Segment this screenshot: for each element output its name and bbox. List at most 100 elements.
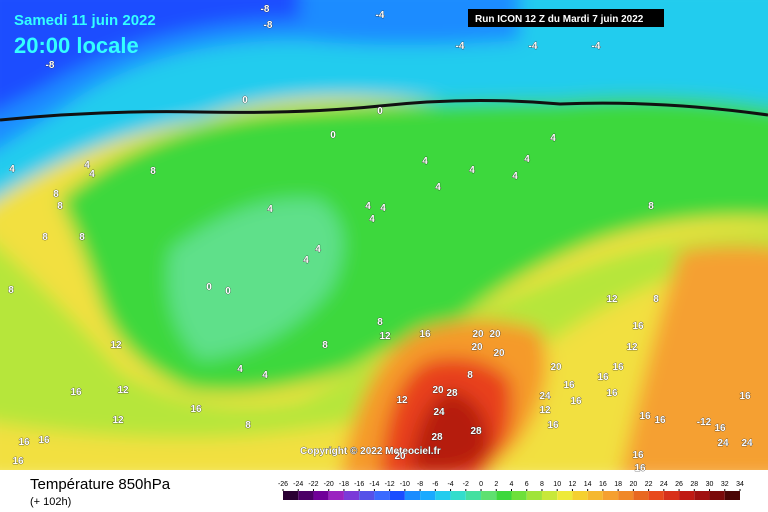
contour-label: 8 [322, 340, 328, 351]
scale-cell [541, 491, 558, 500]
scale-tick-label: 20 [629, 481, 637, 488]
scale-tick-label: -6 [432, 481, 438, 488]
scale-cell [602, 491, 619, 500]
contour-label: 16 [632, 450, 644, 461]
contour-label: 8 [648, 201, 654, 212]
contour-label: 16 [606, 388, 618, 399]
scale-tick-label: -26 [278, 481, 288, 488]
contour-label: 12 [396, 395, 408, 406]
scale-cell [526, 491, 542, 500]
contour-label: 16 [547, 420, 559, 431]
temperature-field [0, 0, 768, 482]
contour-label: 16 [419, 329, 431, 340]
scale-cell [633, 491, 649, 500]
scale-tick-label: -4 [447, 481, 453, 488]
scale-cell [572, 491, 588, 500]
contour-label: 8 [53, 189, 59, 200]
scale-tick-label: -10 [400, 481, 410, 488]
scale-tick-label: -24 [293, 481, 303, 488]
scale-tick-label: 32 [721, 481, 729, 488]
scale-cell [359, 491, 375, 500]
contour-label: 4 [365, 201, 371, 212]
scale-tick-label: 14 [584, 481, 592, 488]
contour-label: 4 [550, 133, 556, 144]
scale-cell [343, 491, 360, 500]
contour-label: 12 [606, 294, 618, 305]
scale-tick-label: 10 [553, 481, 561, 488]
scale-cell [663, 491, 680, 500]
contour-label: 12 [112, 415, 124, 426]
contour-label: 16 [714, 423, 726, 434]
contour-label: 20 [472, 329, 484, 340]
scale-tick-label: 22 [645, 481, 653, 488]
contour-label: 20 [432, 385, 444, 396]
contour-label: 16 [12, 456, 24, 467]
contour-label: 12 [117, 385, 129, 396]
contour-label: 8 [57, 201, 63, 212]
legend-lead: (+ 102h) [30, 496, 71, 508]
scale-cell [648, 491, 664, 500]
zero-contour [0, 98, 768, 122]
run-box [468, 9, 664, 27]
contour-label: -4 [376, 10, 385, 21]
contour-label: -8 [264, 20, 273, 31]
contour-label: 8 [150, 166, 156, 177]
contour-label: -8 [46, 60, 55, 71]
contour-label: 0 [377, 106, 383, 117]
scale-tick-label: 34 [736, 481, 744, 488]
scale-cell [557, 491, 573, 500]
contour-label: 16 [190, 404, 202, 415]
contour-label: 8 [8, 285, 14, 296]
contour-label: 12 [110, 340, 122, 351]
contour-label: 4 [303, 255, 309, 266]
contour-label: 8 [245, 420, 251, 431]
contour-label: 16 [654, 415, 666, 426]
scale-tick-label: 16 [599, 481, 607, 488]
scale-tick-label: 24 [660, 481, 668, 488]
contour-label: 28 [470, 426, 482, 437]
copyright: Copyright © 2022 Meteociel.fr [300, 446, 441, 457]
scale-cell [511, 491, 527, 500]
contour-label: -4 [456, 41, 465, 52]
contour-label: -4 [529, 41, 538, 52]
scale-tick-label: -16 [354, 481, 364, 488]
scale-cell [587, 491, 603, 500]
contour-label: 24 [539, 391, 551, 402]
scale-tick-label: -20 [324, 481, 334, 488]
contour-label: 4 [267, 204, 273, 215]
contour-label: 8 [467, 370, 473, 381]
scale-cell [481, 491, 497, 500]
run-info: Run ICON 12 Z du Mardi 7 juin 2022 [475, 14, 644, 25]
scale-tick-label: 6 [525, 481, 529, 488]
contour-label: -12 [697, 417, 712, 428]
scale-cell [298, 491, 314, 500]
contour-label: 4 [237, 364, 243, 375]
contour-label: 28 [446, 388, 458, 399]
scale-tick-label: 2 [494, 481, 498, 488]
scale-tick-label: -2 [463, 481, 469, 488]
scale-cell [328, 491, 344, 500]
contour-label: 0 [242, 95, 248, 106]
scale-cell [374, 491, 390, 500]
contour-label: 24 [741, 438, 753, 449]
scale-cell [679, 491, 695, 500]
date: Samedi 11 juin 2022 [14, 12, 156, 29]
contour-label: 20 [470, 426, 482, 437]
scale-tick-label: 28 [690, 481, 698, 488]
contour-label: 16 [18, 437, 30, 448]
legend-title: Température 850hPa [30, 476, 171, 493]
scale-cell [283, 491, 299, 500]
contour-label: 16 [639, 411, 651, 422]
contour-label: 8 [653, 294, 659, 305]
contour-label: 16 [70, 387, 82, 398]
contour-label: 4 [380, 203, 386, 214]
contour-label: 0 [225, 286, 231, 297]
contour-label: 16 [38, 435, 50, 446]
contour-label: 0 [330, 130, 336, 141]
scale-cell [618, 491, 634, 500]
contour-label: 12 [539, 405, 551, 416]
contour-label: 4 [262, 370, 268, 381]
contour-label: 16 [634, 463, 646, 474]
